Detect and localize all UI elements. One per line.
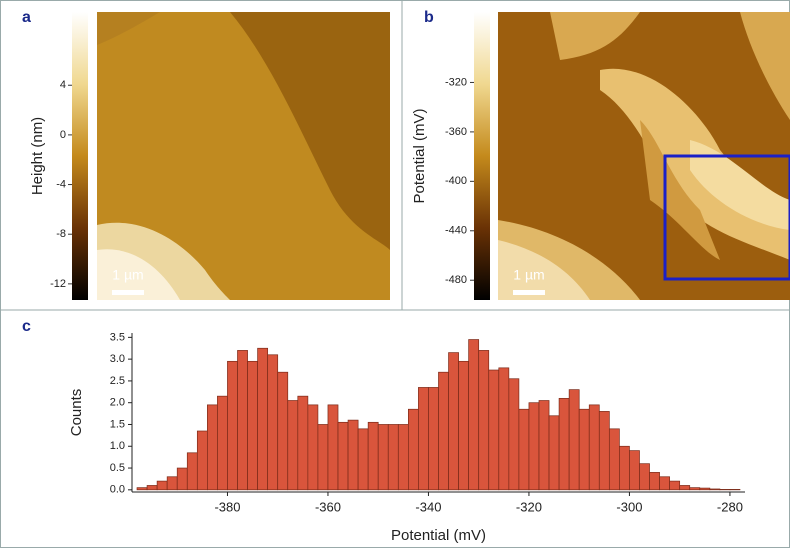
bar [176,467,188,491]
bar [458,360,469,491]
y-tick-label: 0.0 [110,484,125,496]
colorbar-tick-label: -360 [445,126,467,138]
bar [709,488,721,491]
bar [277,371,289,491]
bar [639,463,650,491]
bar [598,411,610,491]
colorbar [72,12,88,300]
bar [568,389,580,491]
colorbar-tick-label: -12 [50,278,66,290]
bar [528,402,540,491]
x-tick-label: -300 [616,499,642,514]
bar [237,350,248,491]
bar [689,487,701,491]
bar [367,421,379,491]
bar [428,387,439,491]
bar [227,360,238,491]
bar [317,424,329,491]
bar [649,472,660,491]
bar [669,480,681,491]
bar [247,360,258,491]
colorbar-tick-label: -4 [56,178,66,190]
x-tick-label: -380 [214,499,240,514]
bar [408,408,419,491]
bar [347,419,359,491]
bar [196,430,208,491]
bar [377,424,389,491]
bar [217,395,228,491]
bar [387,424,399,491]
bar [166,476,178,491]
colorbar-tick-label: 0 [60,129,66,141]
bar [327,404,339,491]
bar [307,404,319,491]
bar [508,378,520,491]
x-tick-label: -280 [717,499,743,514]
bar [156,480,168,491]
bar [608,428,620,491]
panel-label: b [424,9,434,26]
bar [267,354,279,491]
bar [297,395,309,491]
x-tick-label: -320 [516,499,542,514]
bar [468,339,480,491]
scale-bar-label: 1 µm [513,267,544,283]
bar [186,452,198,491]
bar [558,397,570,491]
bar [498,367,510,491]
bar [518,408,530,491]
bar [146,485,158,491]
colorbar-tick-label: -8 [56,228,66,240]
bar [699,487,711,491]
bar [287,400,299,491]
scale-bar [513,290,545,295]
bar [136,487,148,491]
bar [629,450,640,491]
height-image [97,12,390,300]
colorbar-label: Height (nm) [29,117,46,195]
bar [588,404,600,491]
y-tick-label: 2.0 [110,397,125,409]
y-axis-label: Counts [68,389,85,437]
bar [418,387,429,491]
bar [548,415,560,491]
colorbar-tick-label: 4 [60,79,66,91]
x-axis-label: Potential (mV) [391,527,486,544]
y-tick-label: 0.5 [110,462,125,474]
y-tick-label: 3.0 [110,353,125,365]
bar [448,352,459,491]
bar [488,369,500,491]
bar [478,350,490,491]
x-tick-label: -360 [315,499,341,514]
colorbar-tick-label: -480 [445,274,467,286]
bar [578,408,590,491]
bar [257,347,269,491]
bar [538,400,550,491]
bar [679,485,691,491]
bar [337,421,349,491]
region-box [663,154,790,281]
bar [438,371,449,491]
panel-label: c [22,318,31,335]
y-tick-label: 1.5 [110,418,125,430]
x-tick-label: -340 [415,499,441,514]
colorbar-label: Potential (mV) [411,108,428,203]
panel-label: a [22,9,31,26]
y-tick-label: 2.5 [110,375,125,387]
bar [659,476,670,491]
y-tick-label: 1.0 [110,440,125,452]
bar [357,428,369,491]
scale-bar [112,290,144,295]
bar [397,424,409,491]
scale-bar-label: 1 µm [112,267,143,283]
bar [207,404,218,491]
colorbar-tick-label: -440 [445,225,467,237]
colorbar [474,12,490,300]
colorbar-tick-label: -320 [445,76,467,88]
colorbar-tick-label: -400 [445,175,467,187]
y-tick-label: 3.5 [110,331,125,343]
bar [619,445,630,491]
